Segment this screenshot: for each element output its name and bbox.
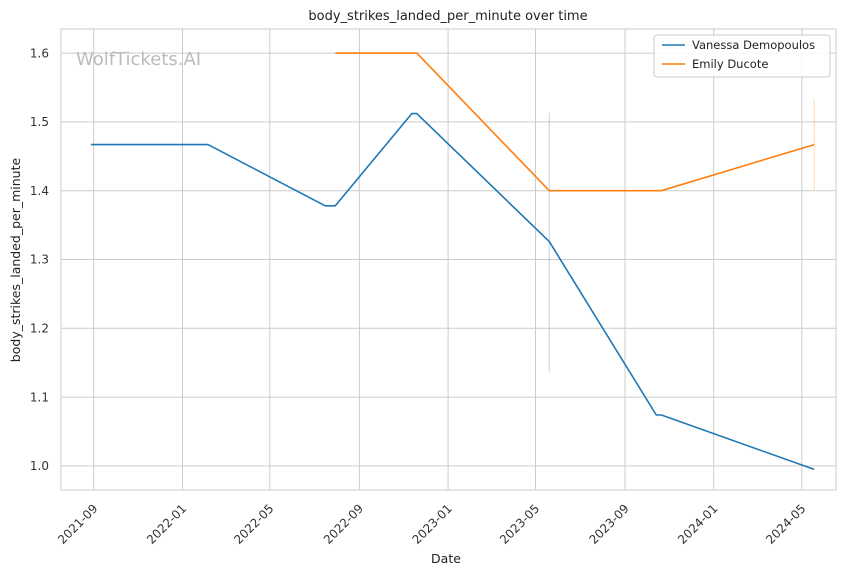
legend: Vanessa Demopoulos Emily Ducote <box>653 34 831 78</box>
y-tick-label: 1.6 <box>30 46 49 60</box>
y-tick-label: 1.1 <box>30 390 49 404</box>
chart-title: body_strikes_landed_per_minute over time <box>308 9 587 24</box>
legend-box <box>653 34 831 78</box>
watermark: WolfTickets.AI <box>76 49 201 70</box>
series-lines <box>90 52 815 471</box>
legend-label-emily-ducote: Emily Ducote <box>692 57 768 71</box>
plot-frame <box>60 28 837 491</box>
y-axis-ticks: 1.0 1.1 1.2 1.3 1.4 1.5 1.6 <box>30 46 49 473</box>
series-line-vanessa-demopoulos <box>90 112 815 471</box>
legend-label-vanessa-demopoulos: Vanessa Demopoulos <box>692 38 815 52</box>
x-axis-title: Date <box>431 551 461 566</box>
series-line-emily-ducote <box>335 52 815 192</box>
y-axis-title: body_strikes_landed_per_minute <box>8 157 23 362</box>
y-tick-label: 1.2 <box>30 322 49 336</box>
y-tick-label: 1.4 <box>30 184 49 198</box>
y-tick-label: 1.3 <box>30 253 49 267</box>
gridlines <box>61 29 836 490</box>
y-tick-label: 1.0 <box>30 459 49 473</box>
y-tick-label: 1.5 <box>30 115 49 129</box>
